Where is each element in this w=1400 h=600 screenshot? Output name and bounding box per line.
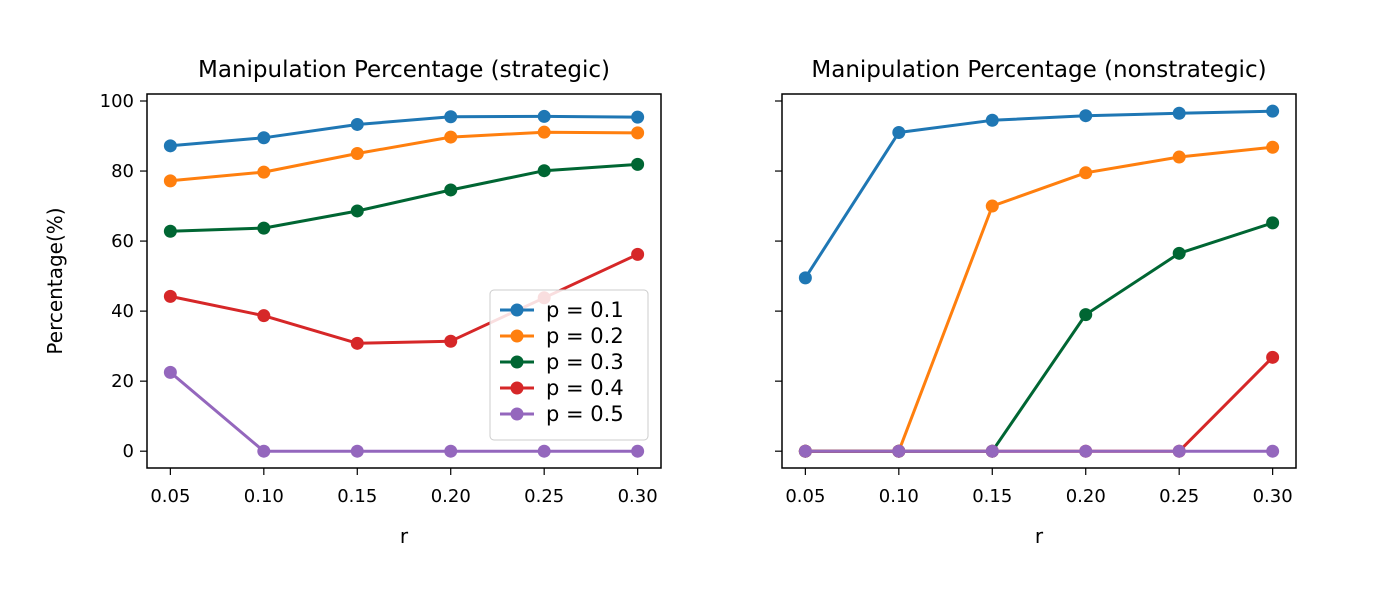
data-point	[444, 130, 458, 144]
data-point	[350, 204, 364, 218]
x-tick-label: 0.30	[618, 486, 658, 507]
data-point	[257, 221, 271, 235]
x-tick-label: 0.05	[785, 486, 825, 507]
data-point	[257, 309, 271, 323]
data-point	[798, 271, 812, 285]
data-point	[1266, 140, 1280, 154]
data-point	[257, 131, 271, 145]
plot-frame	[781, 93, 1297, 469]
legend-marker	[510, 407, 524, 421]
y-tick-label: 100	[100, 91, 134, 112]
data-point	[350, 336, 364, 350]
legend-label: p = 0.3	[546, 350, 624, 374]
legend-label: p = 0.2	[546, 324, 624, 348]
data-point	[444, 444, 458, 458]
legend-label: p = 0.1	[546, 298, 624, 322]
x-tick-label: 0.30	[1253, 486, 1293, 507]
y-axis-label: Percentage(%)	[43, 207, 67, 354]
data-point	[1172, 444, 1186, 458]
data-point	[350, 117, 364, 131]
x-tick-label: 0.20	[431, 486, 471, 507]
data-point	[631, 126, 645, 140]
series-line-3	[170, 162, 638, 233]
data-point	[537, 125, 551, 139]
data-point	[163, 289, 177, 303]
data-point	[257, 444, 271, 458]
y-tick-label: 20	[111, 371, 134, 392]
legend-marker	[510, 303, 524, 317]
x-tick-label: 0.25	[524, 486, 564, 507]
data-point	[163, 139, 177, 153]
x-axis-label: r	[400, 524, 409, 548]
data-point	[631, 110, 645, 124]
legend-marker	[510, 381, 524, 395]
data-point	[537, 109, 551, 123]
data-point	[1079, 109, 1093, 123]
data-point	[444, 183, 458, 197]
x-tick-label: 0.20	[1066, 486, 1106, 507]
chart-nonstrategic: Manipulation Percentage (nonstrategic) 0.…	[775, 57, 1297, 548]
data-point	[631, 444, 645, 458]
legend-label: p = 0.5	[546, 402, 624, 426]
data-point	[985, 113, 999, 127]
y-tick-label: 0	[123, 441, 134, 462]
data-point	[798, 444, 812, 458]
data-point	[1266, 216, 1280, 230]
y-tick-label: 40	[111, 301, 134, 322]
data-point	[257, 165, 271, 179]
data-point	[163, 174, 177, 188]
x-tick-label: 0.05	[150, 486, 190, 507]
data-point	[892, 126, 906, 140]
x-tick-label: 0.10	[879, 486, 919, 507]
chart-strategic: Manipulation Percentage (strategic) 0.05 0…	[43, 57, 662, 548]
legend-marker	[510, 355, 524, 369]
series-line-2	[805, 145, 1273, 453]
x-tick-label: 0.10	[244, 486, 284, 507]
series-line-4	[805, 356, 1274, 453]
data-point	[163, 224, 177, 238]
data-point	[444, 110, 458, 124]
data-point	[537, 444, 551, 458]
data-point	[163, 365, 177, 379]
x-axis-label: r	[1035, 524, 1044, 548]
data-point	[1266, 350, 1280, 364]
data-point	[1172, 106, 1186, 120]
data-point	[1172, 150, 1186, 164]
data-point	[985, 199, 999, 213]
series-line-1	[804, 109, 1273, 279]
plot-frame	[146, 93, 662, 469]
series-line-5	[169, 371, 638, 453]
legend-box	[489, 289, 649, 441]
data-point	[1266, 444, 1280, 458]
x-tick-label: 0.15	[972, 486, 1012, 507]
series-line-1	[170, 114, 638, 148]
legend-marker	[510, 329, 524, 343]
data-point	[631, 247, 645, 261]
data-point	[1266, 104, 1280, 118]
chart-title: Manipulation Percentage (nonstrategic)	[811, 57, 1266, 83]
x-tick-label: 0.15	[337, 486, 377, 507]
data-point	[537, 164, 551, 178]
series-line-2	[170, 130, 638, 183]
legend: p = 0.1p = 0.2p = 0.3p = 0.4p = 0.5	[489, 289, 649, 441]
series-line-3	[805, 221, 1274, 453]
data-point	[1079, 308, 1093, 322]
data-point	[444, 334, 458, 348]
data-point	[892, 444, 906, 458]
data-point	[1079, 444, 1093, 458]
y-tick-label: 60	[111, 231, 134, 252]
data-point	[1079, 166, 1093, 180]
data-point	[350, 147, 364, 161]
data-point	[631, 157, 645, 171]
data-point	[985, 444, 999, 458]
legend-label: p = 0.4	[546, 376, 624, 400]
chart-title: Manipulation Percentage (strategic)	[198, 57, 610, 83]
data-point	[350, 444, 364, 458]
data-point	[1172, 246, 1186, 260]
y-tick-label: 80	[111, 161, 134, 182]
x-tick-label: 0.25	[1159, 486, 1199, 507]
